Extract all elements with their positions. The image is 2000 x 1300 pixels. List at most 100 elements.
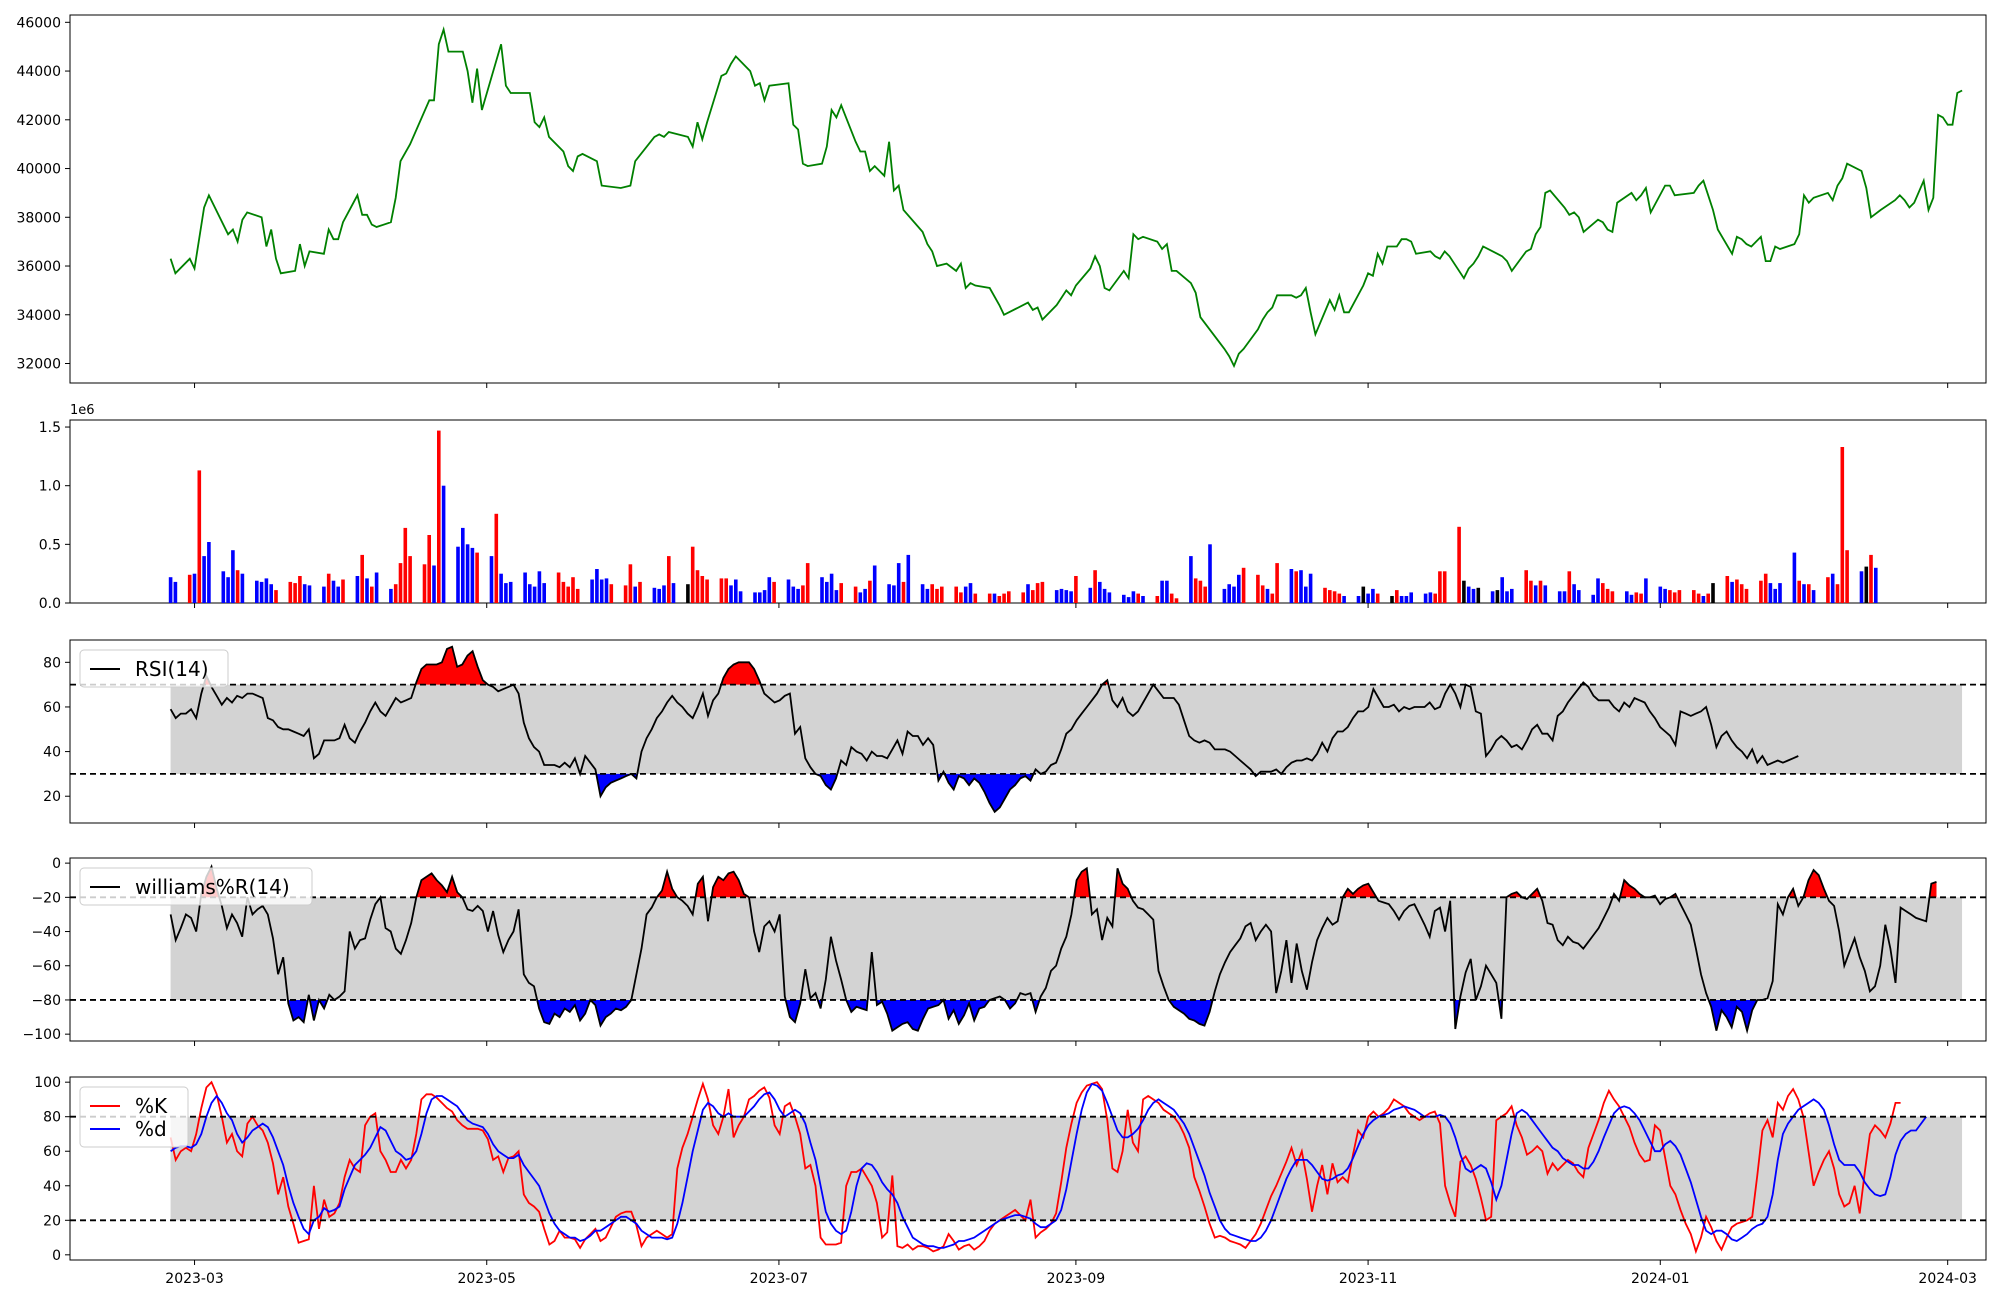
volume-bar <box>422 564 427 603</box>
volume-bar <box>365 578 369 603</box>
volume-ytick-label: 0.0 <box>39 596 61 612</box>
volume-bar <box>825 581 829 603</box>
volume-bar <box>987 593 992 603</box>
price-ytick-label: 44000 <box>16 64 61 80</box>
volume-bar <box>719 578 724 603</box>
volume-bar <box>432 565 436 603</box>
volume-bar <box>892 585 896 603</box>
volume-bar <box>575 588 580 603</box>
price-ytick-label: 34000 <box>16 308 61 324</box>
volume-bar <box>1826 577 1830 603</box>
volume-bar <box>1299 570 1303 603</box>
volume-bar <box>1395 590 1399 603</box>
volume-bar <box>197 470 202 603</box>
volume-bar <box>307 585 312 603</box>
volume-bar <box>255 580 259 603</box>
williams-legend-box <box>79 867 313 906</box>
volume-bar <box>1711 583 1715 603</box>
volume-bar <box>465 544 470 603</box>
volume-bar <box>1208 544 1212 603</box>
volume-bar <box>1390 596 1394 603</box>
volume-bar <box>202 556 206 603</box>
volume-bar <box>1725 576 1730 603</box>
volume-bar <box>1466 586 1471 603</box>
volume-bar <box>1332 591 1337 603</box>
volume-bar <box>1591 594 1595 603</box>
rsi-oversold-fill <box>944 773 1034 812</box>
x-tick-label: 2023-03 <box>165 1271 224 1287</box>
rsi-panel-frame <box>69 639 1987 824</box>
williams-neutral-band <box>170 897 1963 1000</box>
volume-bar <box>1830 573 1835 603</box>
volume-bar <box>542 583 546 603</box>
volume-bar <box>1328 590 1332 603</box>
stoch-ytick-label: 80 <box>43 1110 61 1126</box>
volume-bar <box>398 563 403 603</box>
volume-bar <box>1232 586 1236 603</box>
volume-bar <box>532 586 537 603</box>
volume-bar <box>437 430 441 603</box>
volume-bar <box>264 578 269 603</box>
volume-bar <box>1639 593 1643 603</box>
williams-overbought-fill <box>1342 883 1377 898</box>
williams-overbought-fill <box>1803 870 1828 898</box>
volume-bar <box>221 571 226 603</box>
williams-ytick-label: 0 <box>52 856 61 872</box>
volume-bar <box>1706 593 1710 603</box>
stoch-legend-box <box>79 1086 189 1148</box>
volume-bar <box>1198 580 1203 603</box>
volume-bar <box>269 584 273 603</box>
volume-bar <box>1778 583 1782 603</box>
stoch-panel-frame <box>69 1076 1987 1261</box>
volume-bar <box>1356 596 1361 603</box>
volume-bar <box>1644 578 1648 603</box>
volume-bar <box>571 577 575 603</box>
volume-bar <box>1658 586 1663 603</box>
volume-bar <box>1490 591 1495 603</box>
volume-bar <box>604 578 609 603</box>
volume-bar <box>963 586 968 603</box>
volume-bar <box>556 572 561 603</box>
volume-bar <box>1074 576 1078 603</box>
volume-bar <box>1869 554 1873 603</box>
williams-ytick-label: −40 <box>31 925 61 941</box>
volume-bar <box>231 550 235 603</box>
volume-bar <box>1366 593 1370 603</box>
volume-bar <box>1677 590 1682 603</box>
stoch-ytick-label: 40 <box>43 1179 61 1195</box>
volume-bar <box>968 583 973 603</box>
rsi-ytick-label: 40 <box>43 745 61 761</box>
volume-bar <box>1672 592 1677 603</box>
stoch-ytick-label: 20 <box>43 1213 61 1229</box>
volume-bar <box>1744 588 1749 603</box>
volume-bar <box>1035 583 1040 603</box>
volume-bar <box>1054 590 1059 603</box>
williams-line <box>169 863 1937 1035</box>
volume-bar <box>1069 591 1073 603</box>
volume-bar <box>1802 584 1806 603</box>
volume-bar <box>906 554 911 603</box>
volume-bar <box>1169 593 1174 603</box>
volume-bar <box>1102 588 1107 603</box>
volume-bar <box>499 573 503 603</box>
volume-bar <box>1323 587 1327 604</box>
volume-bar <box>1533 585 1538 603</box>
volume-bar <box>724 578 728 603</box>
volume-bar <box>1064 590 1069 603</box>
volume-bar <box>729 585 733 603</box>
volume-bar <box>1174 598 1179 603</box>
williams-oversold-fill <box>309 1000 319 1021</box>
rsi-oversold-fill <box>596 773 632 797</box>
volume-bar <box>1840 447 1845 603</box>
volume-bar <box>1423 593 1428 603</box>
williams-legend-label: williams%R(14) <box>135 875 290 899</box>
price-ytick-label: 38000 <box>16 210 61 226</box>
volume-bar <box>738 591 743 603</box>
volume-bar <box>786 579 791 603</box>
volume-bar <box>623 585 628 603</box>
volume-bar <box>1457 526 1461 604</box>
volume-bar <box>705 579 709 603</box>
volume-bar <box>1562 591 1567 603</box>
volume-bar <box>887 584 891 603</box>
volume-bar <box>954 586 958 603</box>
